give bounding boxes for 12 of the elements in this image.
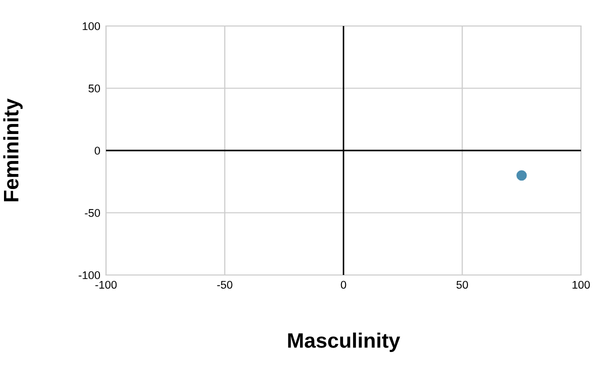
y-tick-label: 50 bbox=[88, 84, 100, 92]
y-tick-label: 100 bbox=[82, 22, 100, 30]
x-tick-label: 100 bbox=[572, 280, 590, 289]
y-tick-label: 0 bbox=[94, 146, 100, 155]
x-tick-label: -50 bbox=[217, 280, 232, 289]
x-tick-label: 0 bbox=[340, 280, 346, 289]
x-axis-title: Masculinity bbox=[288, 332, 400, 352]
x-tick-label: 50 bbox=[456, 280, 468, 289]
y-tick-label: -50 bbox=[84, 209, 100, 217]
x-tick-label: -100 bbox=[95, 280, 117, 289]
y-axis-title: Femininity bbox=[3, 98, 23, 202]
y-tick-label: -100 bbox=[78, 271, 100, 280]
